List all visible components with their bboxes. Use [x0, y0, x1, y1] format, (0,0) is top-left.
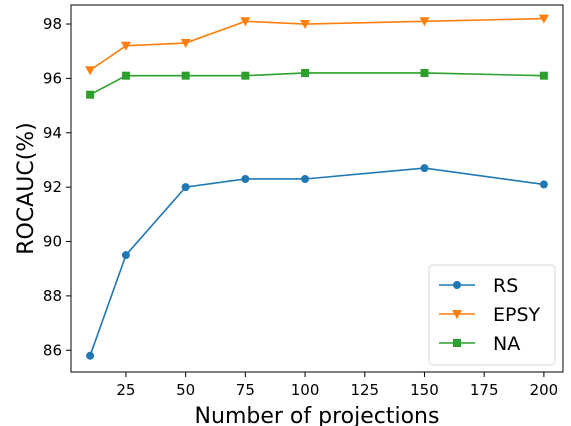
data-point-epsy	[240, 17, 251, 27]
data-point-epsy	[419, 17, 430, 27]
y-tick-label: 94	[43, 124, 62, 142]
data-point-epsy	[120, 41, 131, 51]
series-epsy	[85, 14, 549, 76]
data-point-na	[181, 71, 190, 80]
legend-marker-rs	[453, 281, 461, 289]
data-point-rs	[241, 174, 250, 183]
legend-label-na: NA	[493, 333, 520, 355]
legend-marker-na	[453, 339, 461, 347]
legend: RS EPSY NA	[428, 264, 556, 366]
data-point-rs	[420, 164, 429, 173]
x-axis: 25 50 75 100 125 150 175 200	[116, 372, 558, 399]
y-tick-label: 90	[43, 233, 62, 251]
x-tick-label: 100	[291, 381, 320, 399]
x-axis-title: Number of projections	[195, 404, 440, 426]
y-tick-label: 98	[43, 15, 62, 33]
x-tick-label: 200	[530, 381, 559, 399]
data-point-epsy	[538, 14, 549, 24]
plot-area	[85, 14, 549, 360]
y-tick-label: 96	[43, 69, 62, 87]
data-point-rs	[301, 174, 310, 183]
series-line-epsy	[89, 17, 544, 71]
series-rs	[86, 164, 548, 360]
data-point-rs	[539, 180, 548, 189]
data-point-na	[86, 90, 95, 99]
data-point-na	[539, 71, 548, 80]
data-point-rs	[86, 351, 95, 360]
series-line-na	[89, 72, 544, 96]
y-axis: 86 88 90 92 94 96 98	[43, 15, 71, 359]
data-point-na	[420, 68, 429, 77]
x-tick-label: 75	[236, 381, 255, 399]
y-tick-label: 88	[43, 287, 62, 305]
legend-label-rs: RS	[493, 275, 518, 297]
x-tick-label: 25	[116, 381, 135, 399]
data-point-epsy	[180, 39, 191, 49]
series-na	[86, 68, 548, 99]
plot-frame	[70, 4, 564, 373]
y-tick-label: 86	[43, 341, 62, 359]
data-point-rs	[121, 251, 130, 260]
legend-marker-epsy	[452, 310, 462, 319]
data-point-epsy	[300, 20, 311, 30]
data-point-na	[241, 71, 250, 80]
y-tick-label: 92	[43, 178, 62, 196]
x-tick-label: 50	[176, 381, 195, 399]
data-point-na	[301, 68, 310, 77]
data-point-epsy	[85, 66, 96, 76]
x-tick-label: 150	[410, 381, 439, 399]
x-tick-label: 125	[350, 381, 379, 399]
data-point-rs	[181, 183, 190, 192]
y-axis-title: ROCAUC(%)	[14, 122, 39, 255]
x-tick-label: 175	[470, 381, 499, 399]
legend-label-epsy: EPSY	[493, 304, 541, 326]
data-point-na	[121, 71, 130, 80]
